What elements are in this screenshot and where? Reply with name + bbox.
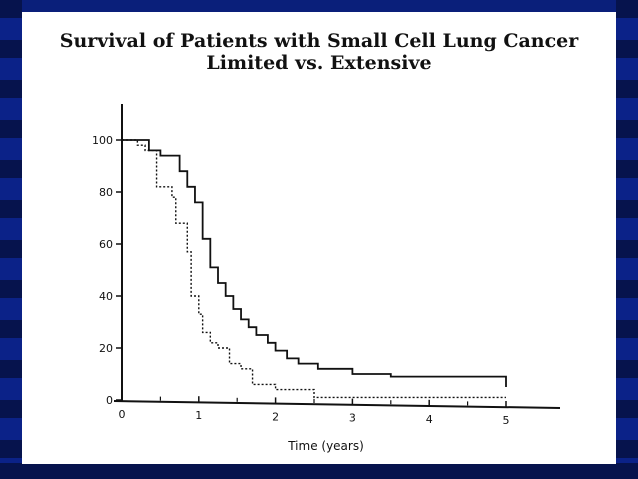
background-stripe-right [616, 0, 638, 479]
x-tick-label: 1 [195, 409, 202, 422]
survival-chart: 0 20 40 60 80 100 0 1 2 3 4 5 Time (years) [92, 104, 561, 453]
y-tick-label: 0 [106, 394, 113, 407]
y-tick-label: 80 [99, 186, 113, 199]
x-ticks: 0 1 2 3 4 5 [119, 395, 510, 427]
x-tick-label: 5 [503, 414, 510, 427]
x-axis-line [113, 400, 561, 409]
x-tick-label: 3 [349, 412, 356, 425]
chart-subtitle: Limited vs. Extensive [206, 52, 432, 74]
chart-title: Survival of Patients with Small Cell Lun… [59, 30, 579, 52]
x-tick-label: 0 [119, 408, 126, 421]
x-tick-label: 4 [426, 413, 433, 426]
axes [113, 104, 561, 409]
survival-curve-solid [122, 139, 507, 387]
series-group [122, 139, 507, 399]
y-tick-label: 20 [99, 342, 113, 355]
x-tick-label: 2 [272, 410, 279, 423]
background-stripe-left [0, 0, 22, 479]
y-tick-label: 40 [99, 290, 113, 303]
background-bottom-band [0, 463, 638, 479]
y-tick-label: 100 [92, 134, 113, 147]
y-ticks: 0 20 40 60 80 100 [92, 134, 122, 407]
survival-curve-dotted [122, 139, 506, 399]
x-axis-label: Time (years) [287, 439, 364, 453]
chart-panel: Survival of Patients with Small Cell Lun… [22, 12, 616, 464]
y-tick-label: 60 [99, 238, 113, 251]
